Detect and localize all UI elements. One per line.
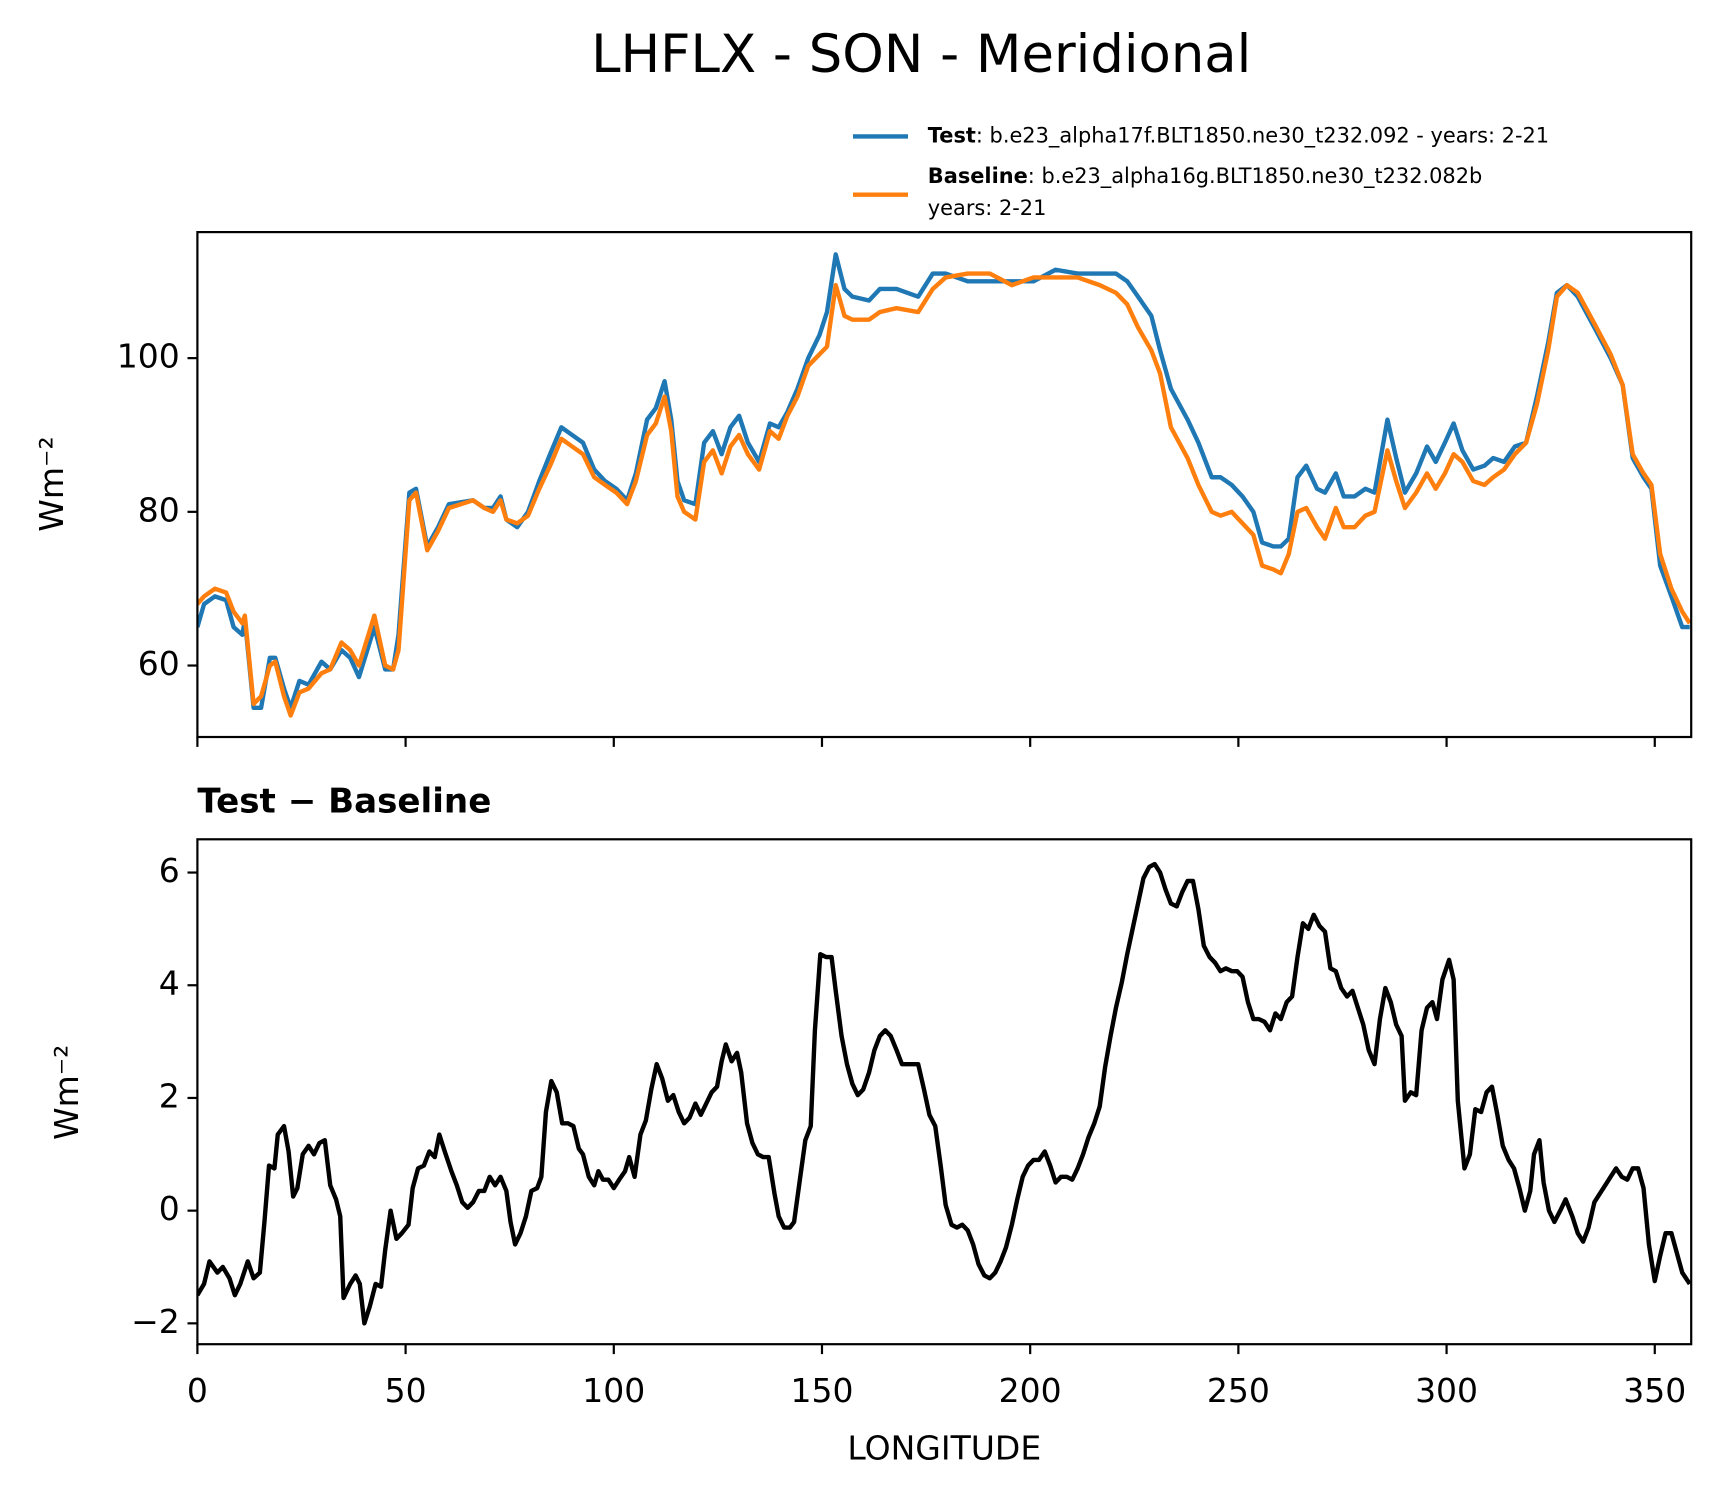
y-tick-label: −2 (131, 1302, 180, 1341)
x-tick-label: 200 (999, 1371, 1062, 1410)
x-tick-label: 350 (1623, 1371, 1686, 1410)
axes-frame (196, 231, 1693, 739)
x-tick-label: 150 (790, 1371, 853, 1410)
figure-title: LHFLX - SON - Meridional (591, 24, 1251, 85)
axes-frame (196, 838, 1693, 1346)
y-axis-label: Wm⁻² (32, 436, 71, 531)
legend-description: years: 2-21 (928, 196, 1047, 220)
data-line (197, 861, 1692, 1326)
y-tick-label: 6 (159, 851, 180, 890)
subplot-title: Test − Baseline (197, 782, 491, 822)
legend-description: : b.e23_alpha17f.BLT1850.ne30_t232.092 -… (976, 123, 1549, 148)
y-tick-label: 100 (117, 337, 180, 376)
data-line (197, 271, 1692, 718)
y-tick-label: 2 (159, 1076, 180, 1115)
y-tick-label: 0 (159, 1189, 180, 1228)
y-tick-label: 4 (159, 964, 180, 1003)
y-tick-label: 60 (138, 644, 180, 683)
x-tick-label: 0 (187, 1371, 208, 1410)
y-axis-label: Wm⁻² (47, 1045, 86, 1140)
x-tick-label: 300 (1415, 1371, 1478, 1410)
y-tick-label: 80 (138, 490, 180, 529)
plot-area (197, 252, 1692, 718)
legend-description: : b.e23_alpha16g.BLT1850.ne30_t232.082b (1028, 164, 1482, 189)
x-tick-label: 100 (582, 1371, 645, 1410)
plot-area (197, 861, 1692, 1326)
legend-name: Test (928, 123, 976, 147)
legend-name: Baseline (928, 164, 1028, 188)
x-tick-label: 250 (1207, 1371, 1270, 1410)
legend-label: Test: b.e23_alpha17f.BLT1850.ne30_t232.0… (928, 123, 1549, 148)
x-tick-label: 50 (385, 1371, 427, 1410)
x-axis-label: LONGITUDE (847, 1428, 1041, 1467)
legend-label: Baseline: b.e23_alpha16g.BLT1850.ne30_t2… (928, 164, 1482, 189)
